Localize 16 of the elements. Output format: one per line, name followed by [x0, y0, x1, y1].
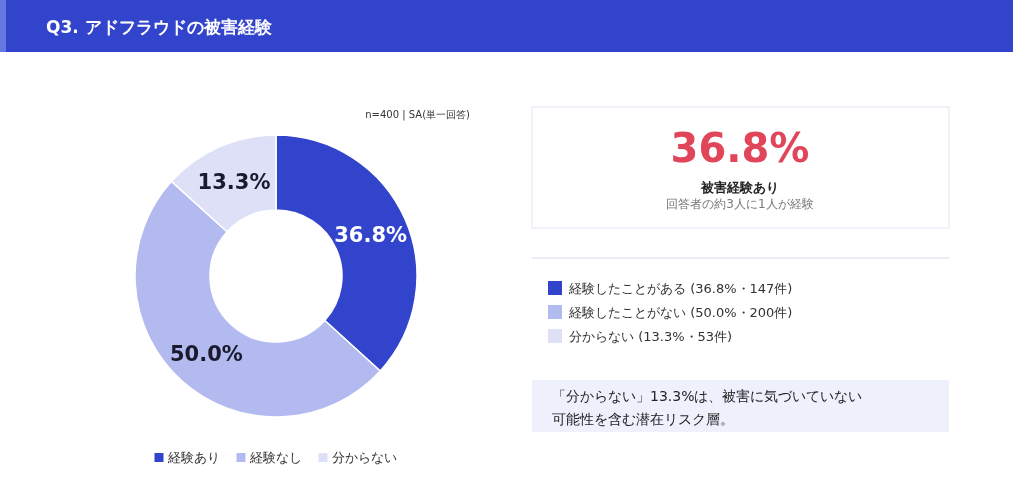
chart-title: Q3. アドフラウドの被害経験: [46, 17, 273, 37]
data-label: 50.0%: [169, 341, 243, 366]
legend-label: 経験なし: [248, 450, 302, 465]
text: 可能性を含む潜在リスク層。: [552, 411, 734, 427]
legend-label: 経験あり: [166, 450, 220, 465]
text: 分からない (13.3%・53件): [569, 329, 733, 344]
legend-label: 分からない: [331, 450, 397, 465]
text: 経験したことがある (36.8%・147件): [568, 281, 793, 296]
data-label: 13.3%: [197, 170, 271, 195]
text: 経験したことがない (50.0%・200件): [568, 305, 793, 320]
text: 被害経験あり: [700, 180, 779, 195]
data-label: 36.8%: [334, 223, 408, 248]
text: 36.8%: [670, 125, 810, 171]
chart-subtitle: n=400 | SA(単一回答): [365, 109, 471, 121]
text: 回答者の約3人に1人が経験: [666, 197, 814, 211]
text: 「分からない」13.3%は、被害に気づいていない: [552, 388, 863, 404]
